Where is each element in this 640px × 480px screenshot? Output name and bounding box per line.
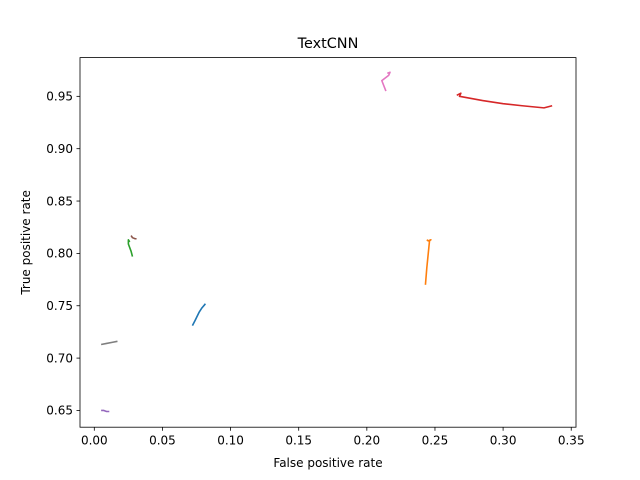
series-line-5 <box>101 409 110 413</box>
y-tick-label: 0.90 <box>46 142 73 156</box>
series-line-6 <box>130 235 137 240</box>
series-line-7 <box>381 71 391 92</box>
series-line-1 <box>191 303 207 327</box>
x-tick-label: 0.20 <box>353 434 380 448</box>
x-tick-label: 0.10 <box>217 434 244 448</box>
series-line-2 <box>424 238 432 285</box>
x-tick-label: 0.05 <box>149 434 176 448</box>
x-tick-label: 0.35 <box>558 434 585 448</box>
x-axis-label: False positive rate <box>273 456 382 470</box>
y-tick-label: 0.85 <box>46 194 73 208</box>
y-tick-label: 0.75 <box>46 299 73 313</box>
x-tick-label: 0.15 <box>285 434 312 448</box>
series-line-4 <box>456 92 553 109</box>
x-axis: 0.00 0.05 0.10 0.15 0.20 0.25 0.30 0.35 <box>81 427 585 448</box>
x-tick-label: 0.25 <box>422 434 449 448</box>
y-tick-label: 0.80 <box>46 247 73 261</box>
y-tick-label: 0.95 <box>46 90 73 104</box>
y-tick-label: 0.65 <box>46 404 73 418</box>
y-axis-label: True positive rate <box>19 190 33 296</box>
chart-title: TextCNN <box>297 36 359 52</box>
y-tick-label: 0.70 <box>46 351 73 365</box>
y-axis: 0.65 0.70 0.75 0.80 0.85 0.90 0.95 <box>46 90 80 418</box>
series-line-8 <box>100 340 118 346</box>
series-line-3 <box>127 238 134 257</box>
x-tick-label: 0.30 <box>490 434 517 448</box>
series-layer <box>100 71 553 413</box>
x-tick-label: 0.00 <box>81 434 108 448</box>
plot-frame <box>79 57 577 428</box>
